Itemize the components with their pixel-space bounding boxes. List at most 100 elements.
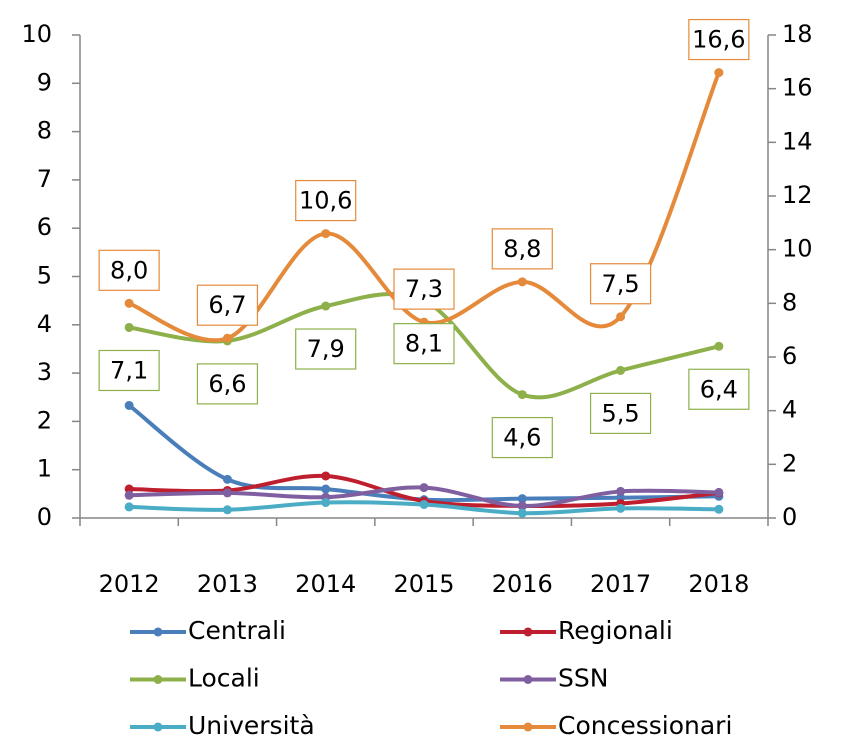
y2-tick-label: 12: [782, 181, 813, 209]
data-label: 6,4: [688, 368, 750, 410]
data-label-box: [98, 249, 160, 291]
data-label-text: 7,1: [110, 356, 148, 384]
legend-marker: [153, 627, 163, 637]
data-label: 6,7: [196, 284, 259, 326]
data-label-text: 6,6: [208, 370, 246, 398]
data-label: 7,3: [393, 268, 455, 310]
data-label-box: [589, 392, 652, 435]
data-label: 7,1: [98, 349, 160, 392]
y-tick-label: 6: [37, 213, 52, 241]
y2-tick-label: 4: [782, 396, 797, 424]
data-label-box: [491, 416, 553, 459]
data-label: 7,5: [589, 263, 652, 305]
data-label: 7,9: [295, 328, 357, 370]
y-tick-label: 2: [37, 406, 52, 434]
data-label-box: [98, 349, 160, 392]
y2-tick-label: 16: [782, 74, 813, 102]
point: [616, 365, 626, 375]
legend-marker: [153, 675, 163, 684]
point: [222, 474, 232, 484]
y2-tick-label: 0: [782, 503, 797, 531]
point: [124, 400, 134, 410]
y-tick-label: 7: [37, 165, 52, 193]
legend-marker: [523, 722, 533, 732]
point: [517, 501, 527, 511]
legend-label: Università: [188, 711, 315, 738]
point: [517, 390, 527, 400]
data-label-text: 8,8: [503, 235, 541, 263]
point: [714, 504, 724, 514]
y2-tick-label: 2: [782, 449, 797, 477]
y-tick-label: 0: [37, 503, 52, 531]
data-label: 8,0: [98, 249, 160, 291]
data-label-text: 7,5: [601, 270, 639, 298]
data-label: 16,6: [688, 18, 750, 61]
point: [714, 341, 724, 351]
data-label-box: [393, 323, 455, 365]
point: [321, 301, 331, 311]
data-label-box: [688, 368, 750, 410]
data-label-text: 8,0: [110, 256, 148, 284]
x-tick-label: 2012: [99, 570, 160, 598]
data-label-box: [393, 268, 455, 310]
legend-marker: [153, 722, 163, 732]
y-tick-label: 4: [37, 310, 52, 338]
point: [321, 484, 331, 494]
x-tick-label: 2017: [590, 570, 651, 598]
point: [124, 502, 134, 512]
point: [616, 312, 626, 322]
point: [714, 68, 724, 78]
y2-tick-label: 14: [782, 127, 813, 155]
y-tick-label: 5: [37, 262, 52, 290]
point: [124, 298, 134, 308]
data-label-box: [196, 363, 259, 405]
data-label-box: [295, 179, 357, 222]
point: [222, 505, 232, 515]
data-label-box: [589, 263, 652, 305]
data-label-text: 6,7: [208, 291, 246, 319]
y2-tick-label: 18: [782, 20, 813, 48]
point: [714, 487, 724, 497]
data-label-text: 5,5: [601, 399, 639, 427]
data-label: 6,6: [196, 363, 259, 405]
point: [124, 322, 134, 332]
data-label: 8,8: [491, 228, 553, 270]
y-tick-label: 1: [37, 455, 52, 483]
x-tick-label: 2018: [688, 570, 749, 598]
y2-tick-label: 8: [782, 288, 797, 316]
point: [222, 333, 232, 343]
y-tick-label: 3: [37, 358, 52, 386]
data-label-text: 6,4: [700, 375, 738, 403]
data-label: 4,6: [491, 416, 553, 459]
y2-tick-label: 6: [782, 342, 797, 370]
point: [517, 277, 527, 287]
legend-label: Locali: [188, 664, 260, 693]
legend-label: SSN: [558, 664, 608, 693]
point: [517, 494, 527, 504]
point: [517, 508, 527, 518]
point: [321, 471, 331, 481]
x-tick-label: 2016: [492, 570, 553, 598]
point: [124, 484, 134, 494]
legend-marker: [523, 675, 533, 684]
data-label-text: 10,6: [299, 187, 352, 215]
point: [124, 490, 134, 500]
data-label-box: [196, 284, 259, 326]
y-tick-label: 10: [21, 20, 52, 48]
x-tick-label: 2015: [393, 570, 454, 598]
data-label-text: 8,1: [405, 330, 443, 358]
legend-marker: [523, 627, 533, 637]
legend-label: Concessionari: [558, 711, 732, 738]
data-label-box: [688, 18, 750, 61]
y-tick-label: 9: [37, 68, 52, 96]
data-label-text: 4,6: [503, 424, 541, 452]
data-label-text: 7,9: [307, 335, 345, 363]
legend-label: Regionali: [558, 616, 673, 645]
y-tick-label: 8: [37, 117, 52, 145]
point: [321, 229, 331, 239]
data-label-box: [491, 228, 553, 270]
point: [419, 499, 429, 509]
data-label-box: [295, 328, 357, 370]
data-label: 10,6: [295, 179, 357, 222]
